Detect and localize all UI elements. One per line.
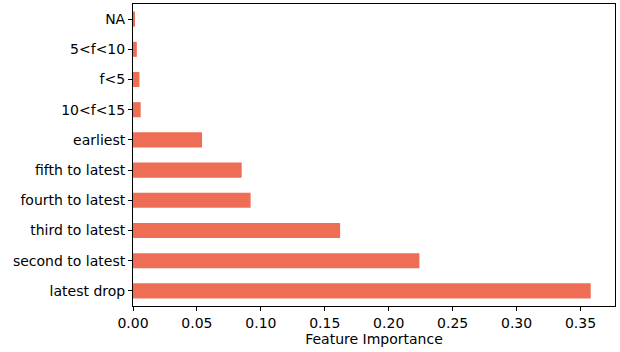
svg-text:5<f<10: 5<f<10 [70,41,125,57]
svg-text:0.05: 0.05 [181,315,212,331]
svg-text:0.10: 0.10 [245,315,276,331]
svg-text:fifth to latest: fifth to latest [35,162,126,178]
svg-text:0.35: 0.35 [565,315,596,331]
svg-text:0.15: 0.15 [309,315,340,331]
svg-text:second to latest: second to latest [13,253,126,269]
svg-text:10<f<15: 10<f<15 [61,102,125,118]
svg-text:f<5: f<5 [100,71,126,87]
svg-text:fourth to latest: fourth to latest [20,192,125,208]
svg-text:0.25: 0.25 [437,315,468,331]
svg-text:third to latest: third to latest [30,222,125,238]
svg-text:NA: NA [105,11,125,27]
svg-text:0.30: 0.30 [501,315,532,331]
svg-text:0.00: 0.00 [117,315,148,331]
svg-text:Feature Importance: Feature Importance [305,331,443,347]
svg-text:latest drop: latest drop [50,283,126,299]
svg-text:earliest: earliest [73,132,126,148]
svg-text:0.20: 0.20 [373,315,404,331]
